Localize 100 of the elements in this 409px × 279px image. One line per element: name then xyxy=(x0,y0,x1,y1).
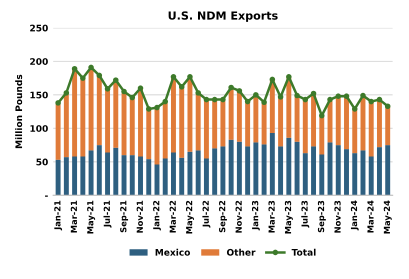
point xyxy=(335,93,342,99)
x-tick-label: May-21 xyxy=(87,200,96,234)
bar xyxy=(286,76,292,138)
bar xyxy=(96,75,102,146)
point xyxy=(352,106,358,112)
bar xyxy=(228,140,234,196)
point xyxy=(113,77,119,83)
bar xyxy=(302,100,308,154)
bar xyxy=(311,146,316,196)
x-tick-label: Jul-21 xyxy=(104,200,112,228)
bar xyxy=(187,152,192,196)
bar xyxy=(170,152,176,196)
y-tick-label: 50 xyxy=(36,158,48,166)
point xyxy=(310,90,316,96)
point xyxy=(104,86,110,92)
bar xyxy=(72,68,78,156)
point xyxy=(178,84,184,90)
x-tick-label: Sep-22 xyxy=(219,200,227,232)
bar xyxy=(80,156,86,196)
bar xyxy=(368,102,374,156)
x-tick-label: Sep-23 xyxy=(318,200,326,232)
point xyxy=(360,92,366,98)
bar xyxy=(376,147,382,196)
x-tick-label: Jul-23 xyxy=(301,200,310,228)
bar xyxy=(236,142,242,196)
bar xyxy=(311,94,316,146)
x-tick-label: Nov-21 xyxy=(136,200,143,233)
point xyxy=(88,64,94,70)
bar xyxy=(154,108,160,164)
bar xyxy=(56,160,61,196)
point xyxy=(376,96,382,102)
bar xyxy=(253,142,258,196)
bar xyxy=(154,164,160,196)
point xyxy=(327,96,333,102)
x-tick-label: May-24 xyxy=(384,200,392,234)
point xyxy=(344,93,350,99)
point xyxy=(195,90,201,96)
bar xyxy=(302,153,308,196)
bar xyxy=(236,90,242,142)
point xyxy=(162,98,168,104)
x-tick-label: Jul-22 xyxy=(202,200,210,228)
x-tick-label: Mar-24 xyxy=(367,200,374,232)
bar xyxy=(179,86,184,158)
y-tick-label: - xyxy=(45,195,48,197)
y-tick-label: 200 xyxy=(30,58,48,65)
bar xyxy=(88,150,94,196)
bar xyxy=(204,100,209,158)
point xyxy=(154,104,160,110)
point xyxy=(146,106,152,112)
point xyxy=(55,100,61,106)
bar xyxy=(80,78,86,156)
bar xyxy=(196,92,201,150)
bar xyxy=(270,133,275,196)
bar xyxy=(179,158,184,196)
point xyxy=(294,92,300,98)
bar xyxy=(138,88,143,156)
chart-title: U.S. NDM Exports xyxy=(168,11,278,22)
bar xyxy=(344,96,349,150)
x-tick-label: Mar-22 xyxy=(170,200,176,232)
y-tick-label: 250 xyxy=(30,24,48,32)
bar xyxy=(319,154,324,196)
bar xyxy=(88,67,94,150)
y-axis-title: Million Pounds xyxy=(15,74,22,148)
bar xyxy=(196,150,201,196)
point xyxy=(261,99,267,106)
legend-label: Total xyxy=(292,248,316,256)
y-tick-label: 150 xyxy=(30,92,48,98)
bar xyxy=(360,96,366,150)
bar xyxy=(122,155,126,196)
point xyxy=(236,88,242,94)
bar xyxy=(344,149,349,196)
bar xyxy=(220,146,226,196)
point xyxy=(302,96,308,102)
bar xyxy=(328,142,332,196)
bar xyxy=(212,148,218,196)
bar xyxy=(187,76,192,152)
point xyxy=(129,94,136,100)
point xyxy=(64,90,70,96)
x-tick-label: May-23 xyxy=(284,200,293,234)
bar xyxy=(328,100,332,142)
bar xyxy=(96,145,102,196)
point xyxy=(80,75,86,81)
bar xyxy=(245,102,250,146)
x-tick-label: Jan-23 xyxy=(252,200,260,230)
point xyxy=(96,72,102,78)
bar xyxy=(385,145,390,196)
x-tick-label: May-22 xyxy=(186,200,194,234)
bar xyxy=(385,106,390,146)
legend-label: Other xyxy=(226,248,256,256)
bar xyxy=(138,156,143,196)
bar xyxy=(228,87,234,140)
point xyxy=(228,84,234,90)
bar xyxy=(319,116,324,154)
bar xyxy=(212,100,218,148)
point xyxy=(244,98,250,104)
bar xyxy=(286,138,292,196)
bar xyxy=(294,96,300,142)
point xyxy=(384,103,390,110)
bar xyxy=(220,100,226,146)
point xyxy=(253,92,259,98)
